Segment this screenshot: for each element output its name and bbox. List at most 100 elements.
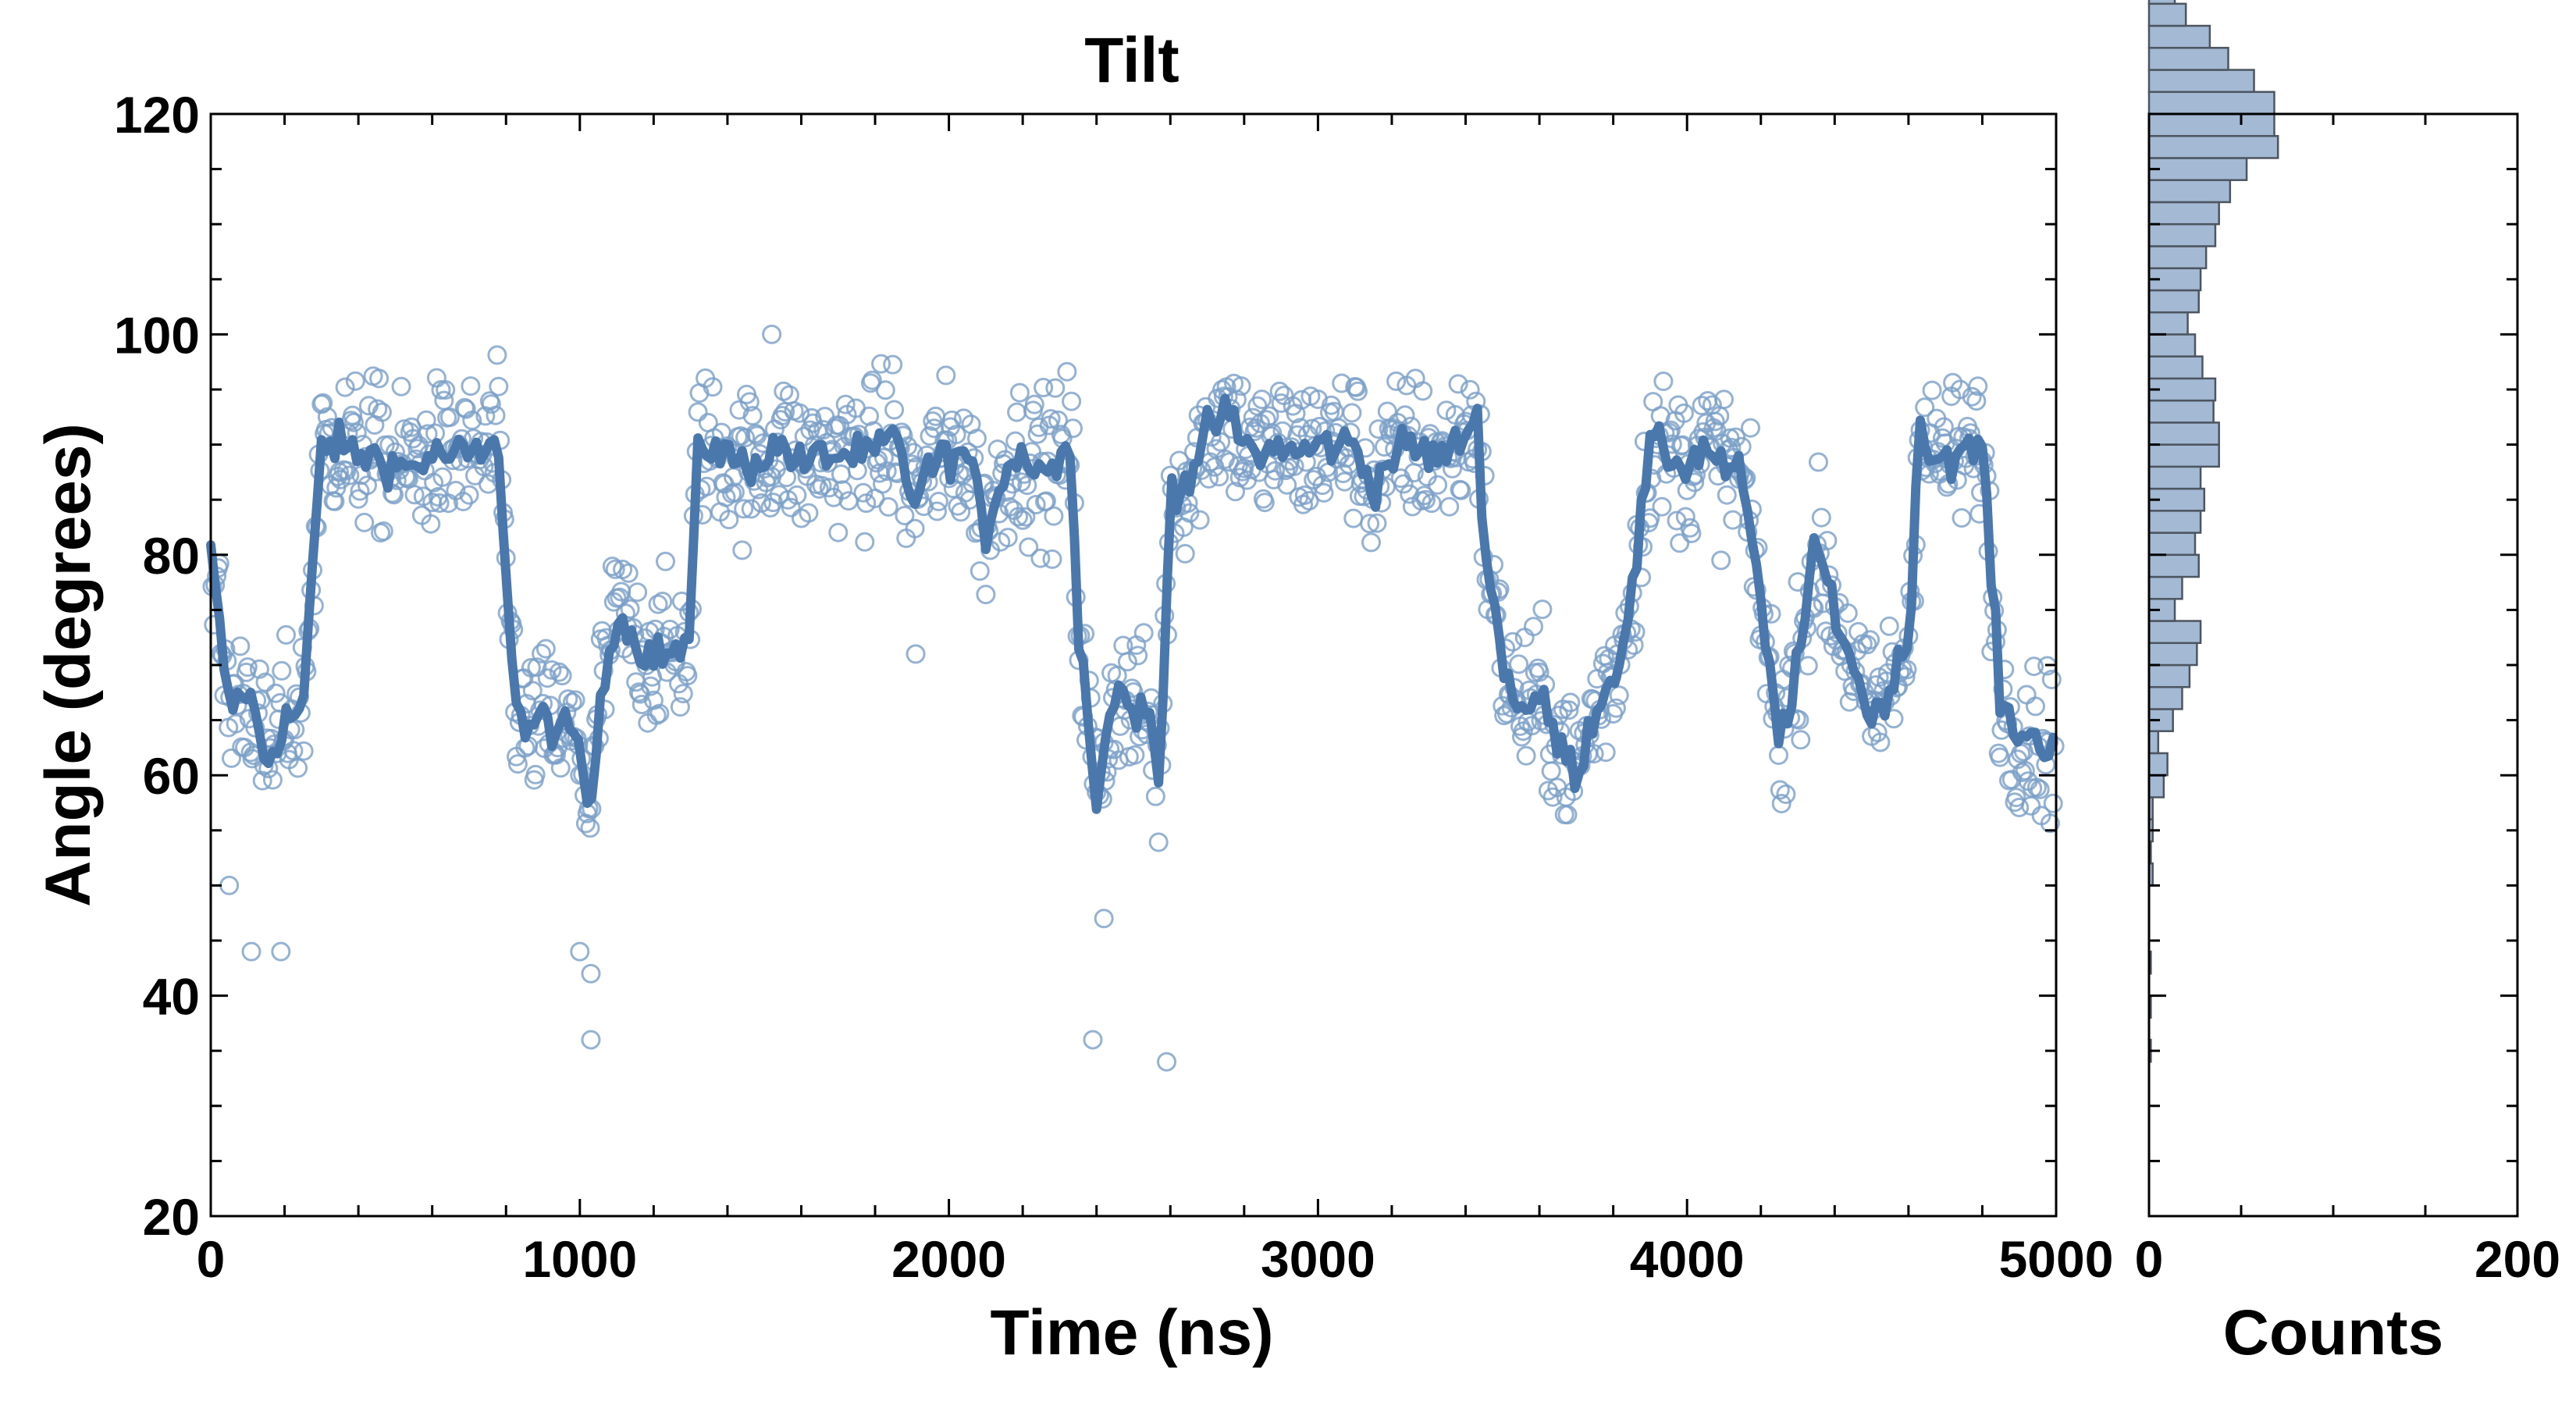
sample-point	[628, 582, 648, 603]
histogram-bar	[2147, 663, 2191, 688]
sample-point	[542, 660, 562, 680]
sample-point	[343, 405, 363, 425]
sample-point	[1681, 523, 1702, 543]
sample-point	[255, 672, 276, 692]
sample-point	[1776, 784, 1796, 804]
sample-point	[883, 354, 903, 375]
sample-point	[416, 410, 436, 430]
sample-point	[1798, 656, 1818, 676]
sample-point	[1723, 510, 1743, 530]
x-tick-label: 5000	[1999, 1230, 2114, 1288]
sample-point	[873, 447, 894, 468]
sample-point	[1342, 403, 1362, 423]
outlier-point	[581, 963, 601, 984]
sample-point	[653, 592, 673, 611]
histogram-bar	[2147, 311, 2189, 336]
sample-point	[1952, 508, 1972, 528]
sample-point	[1542, 787, 1563, 807]
sample-point	[646, 705, 667, 725]
sample-point	[1509, 654, 1529, 674]
hist-x-tick-label: 0	[2135, 1230, 2164, 1288]
sample-point	[459, 485, 479, 505]
sample-point	[418, 424, 438, 444]
sample-point	[819, 478, 839, 498]
sample-point	[487, 345, 507, 365]
y-tick-label: 60	[143, 747, 200, 805]
histogram-bar	[2147, 333, 2197, 357]
sample-point	[835, 394, 856, 414]
sample-point	[605, 559, 625, 579]
sample-point	[521, 658, 541, 678]
sample-point	[1675, 507, 1695, 527]
sample-point	[855, 532, 875, 552]
sample-point	[265, 683, 286, 703]
histogram-bar	[2147, 91, 2275, 116]
histogram-bar	[2147, 465, 2202, 490]
sample-point	[1264, 470, 1284, 489]
sample-point	[688, 402, 708, 422]
outlier-point	[762, 324, 782, 344]
sample-point	[1809, 452, 1828, 472]
sample-point	[288, 758, 308, 778]
sample-point	[1915, 397, 1935, 418]
sample-point	[421, 514, 441, 534]
sample-point	[1436, 400, 1457, 421]
histogram-bar	[2147, 532, 2197, 557]
sample-point	[1145, 786, 1165, 806]
sample-point	[799, 503, 819, 523]
sample-point	[1012, 510, 1033, 530]
y-tick-label: 40	[143, 968, 200, 1026]
sample-point	[1179, 503, 1200, 523]
sample-point	[1451, 480, 1471, 500]
sample-point	[1063, 418, 1083, 439]
sample-point	[1375, 437, 1394, 457]
sample-point	[927, 501, 947, 521]
outlier-point	[570, 941, 590, 962]
histogram-bar	[2147, 620, 2202, 645]
sample-point	[873, 474, 892, 494]
x-tick-label: 4000	[1630, 1230, 1745, 1288]
sample-point	[532, 643, 552, 663]
sample-point	[1769, 745, 1788, 765]
hist-x-tick-label: 200	[2475, 1230, 2560, 1288]
sample-point	[648, 594, 668, 614]
sample-point	[1596, 742, 1616, 763]
sample-point	[1348, 381, 1368, 401]
running-average-line	[206, 393, 2058, 814]
sample-point	[1386, 371, 1407, 391]
sample-point	[1005, 431, 1026, 451]
sample-point	[719, 510, 739, 530]
sample-point	[926, 406, 946, 426]
outlier-point	[1157, 1051, 1177, 1072]
histogram-bar	[2147, 69, 2255, 94]
sample-point	[831, 464, 851, 484]
sample-point	[432, 467, 453, 487]
sample-point	[790, 403, 810, 423]
sample-point	[1421, 493, 1442, 514]
sample-point	[1968, 376, 1988, 397]
sample-point	[522, 681, 543, 701]
sample-point	[562, 692, 582, 713]
sample-point	[628, 682, 649, 702]
sample-point	[670, 697, 690, 717]
sample-point	[1343, 508, 1364, 528]
sample-point	[1711, 550, 1731, 571]
sample-point	[270, 693, 290, 713]
histogram-bar	[2147, 575, 2183, 600]
sample-point	[372, 402, 392, 422]
sample-point	[272, 660, 292, 681]
sample-point	[781, 497, 801, 518]
y-tick-label: 120	[114, 86, 200, 144]
sample-point	[1532, 599, 1553, 620]
sample-point	[1024, 394, 1044, 414]
sample-point	[1867, 722, 1888, 742]
histogram-bar	[2147, 179, 2232, 204]
histogram-bar	[2147, 134, 2279, 159]
sample-point	[461, 376, 481, 397]
sample-point	[1034, 378, 1054, 397]
sample-point	[1314, 482, 1334, 503]
sample-point	[2026, 777, 2047, 798]
sample-point	[2040, 813, 2060, 834]
sample-point	[1962, 386, 1982, 407]
sample-point	[550, 758, 571, 778]
